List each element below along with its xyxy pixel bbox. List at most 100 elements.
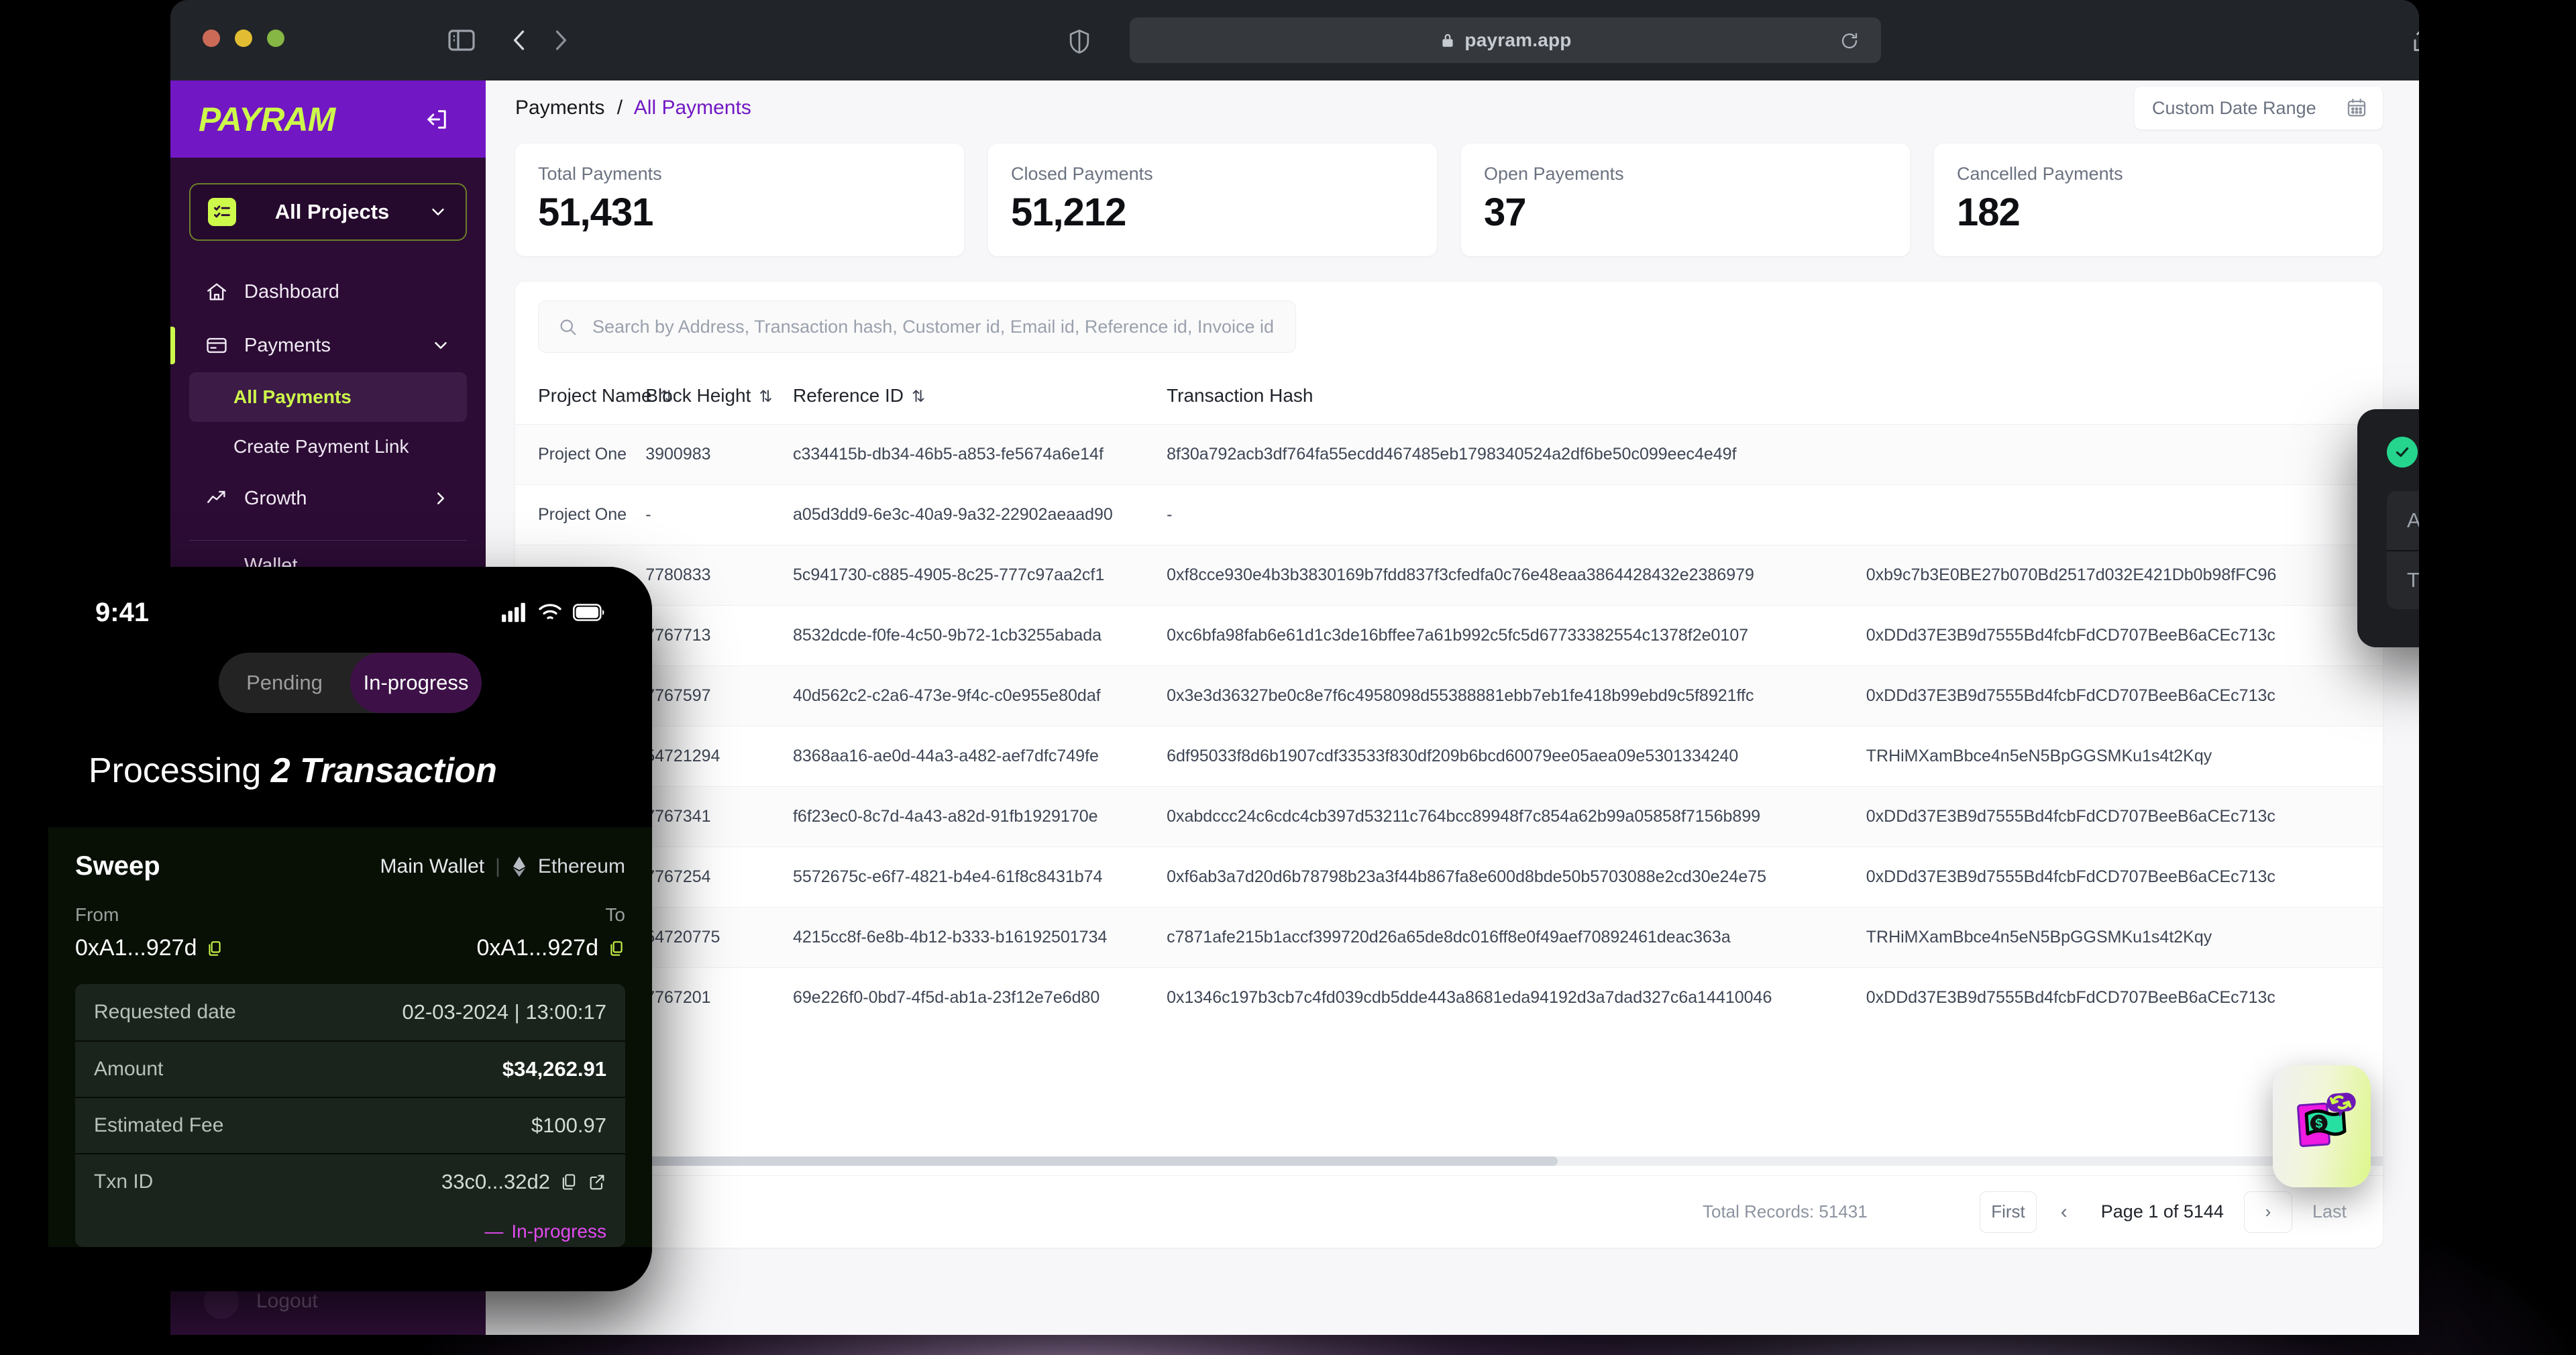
external-link-icon[interactable]: [588, 1173, 606, 1191]
maximize-window-button[interactable]: [267, 30, 284, 47]
cell-reference-id: 4215cc8f-6e8b-4b12-b333-b16192501734: [792, 907, 1167, 968]
table-row[interactable]: Project One 3900983 c334415b-db34-46b5-a…: [515, 424, 2383, 485]
table-row[interactable]: Project One - a05d3dd9-6e3c-40a9-9a32-22…: [515, 484, 2383, 545]
column-header-project-name[interactable]: Project Name ⇅: [515, 368, 674, 425]
collapse-panel-icon[interactable]: [423, 105, 451, 133]
cell-address: 0xb9c7b3E0BE27b070Bd2517d032E421Db0b98fF…: [1866, 545, 2383, 606]
cellular-icon: [502, 602, 527, 622]
svg-text:$: $: [2315, 1116, 2324, 1132]
shield-icon[interactable]: [1065, 25, 1094, 58]
next-page-button[interactable]: ›: [2243, 1191, 2292, 1233]
cell-transaction-hash: 0x3e3d36327be0c8e7f6c4958098d55388881ebb…: [1167, 665, 1866, 726]
reload-icon[interactable]: [1839, 31, 1860, 51]
minimize-window-button[interactable]: [235, 30, 252, 47]
table-head: Project Name ⇅ Block Height ⇅ Reference ID…: [515, 368, 2383, 425]
cell-project-name: Project One: [515, 484, 646, 545]
tab-pending[interactable]: Pending: [246, 671, 323, 694]
sidebar-item-all-payments[interactable]: All Payments: [189, 372, 467, 422]
phone-row-requested-date: Requested date 02-03-2024 | 13:00:17: [75, 984, 625, 1040]
sidebar-item-create-payment-link[interactable]: Create Payment Link: [189, 422, 467, 472]
table-body: Project One 3900983 c334415b-db34-46b5-a…: [515, 424, 2383, 1028]
phone-row-amount: Amount $34,262.91: [75, 1040, 625, 1097]
sort-icon[interactable]: ⇅: [911, 388, 926, 406]
scrollbar-thumb[interactable]: [538, 1156, 1558, 1166]
phone-status-icons: [502, 602, 605, 622]
cell-address: 0xDDd37E3B9d7555Bd4fcbFdCD707BeeB6aCEc71…: [1866, 665, 2383, 726]
cell-block-height: 54721294: [645, 726, 793, 787]
cell-transaction-hash: 0x1346c197b3cb7c4fd039cdb5dde443a8681eda…: [1167, 967, 1866, 1028]
phone-row-txn-id: Txn ID 33c0...32d2: [75, 1153, 625, 1209]
cell-block-height: 7767597: [645, 665, 793, 726]
cell-reference-id: 5572675c-e6f7-4821-b4e4-61f8c8431b74: [792, 847, 1167, 908]
sidebar-item-payments[interactable]: Payments: [170, 319, 467, 372]
horizontal-scrollbar[interactable]: [538, 1156, 2383, 1166]
table-row[interactable]: Project One 7767713 8532dcde-f0fe-4c50-9…: [515, 605, 2383, 666]
copy-icon[interactable]: [608, 940, 625, 957]
breadcrumb-root[interactable]: Payments: [515, 97, 605, 119]
column-header-transaction-hash[interactable]: Transaction Hash: [1167, 368, 1866, 425]
project-selector[interactable]: All Projects: [189, 183, 467, 241]
table-row[interactable]: Project One 54720775 4215cc8f-6e8b-4b12-…: [515, 907, 2383, 968]
tab-in-progress[interactable]: In-progress: [350, 653, 482, 713]
brand-bar: PAYRAM: [170, 80, 486, 158]
share-icon[interactable]: [2408, 24, 2419, 56]
window-controls[interactable]: [203, 30, 284, 47]
cell-block-height: 7767341: [645, 786, 793, 847]
cell-block-height: 54720775: [645, 907, 793, 968]
sidebar-item-dashboard[interactable]: Dashboard: [189, 265, 467, 319]
breadcrumb: Payments / All Payments: [515, 97, 751, 119]
date-range-picker[interactable]: Custom Date Range: [2135, 87, 2383, 129]
phone-row-value: 02-03-2024 | 13:00:17: [402, 1000, 606, 1024]
sidebar-divider: [189, 540, 467, 541]
stat-card-cancelled-payments: Cancelled Payments 182: [1934, 144, 2383, 256]
sweep-row-key: Txn ID: [2407, 568, 2419, 592]
back-icon[interactable]: [504, 24, 534, 56]
column-label: Project Name: [538, 385, 652, 406]
table-row[interactable]: Project One 7767341 f6f23ec0-8c7d-4a43-a…: [515, 786, 2383, 847]
table-row[interactable]: Project One 7767254 5572675c-e6f7-4821-b…: [515, 847, 2383, 908]
prev-page-icon[interactable]: ‹: [2060, 1200, 2068, 1223]
forward-icon[interactable]: [546, 24, 576, 56]
sweep-card-header: Sweep Main Wallet | Ethereum: [2387, 436, 2419, 468]
column-header-block-height[interactable]: Block Height ⇅: [645, 368, 793, 425]
search-input[interactable]: Search by Address, Transaction hash, Cus…: [538, 301, 1296, 353]
address-bar[interactable]: payram.app: [1130, 17, 1881, 63]
table-row[interactable]: Project One 7780833 5c941730-c885-4905-8…: [515, 545, 2383, 606]
table-row[interactable]: Project One 54721294 8368aa16-ae0d-44a3-…: [515, 726, 2383, 787]
table-footer: Records Total Records: 51431 First ‹ Pag…: [515, 1175, 2383, 1248]
sort-icon[interactable]: ⇅: [659, 388, 674, 406]
cell-address: 0xDDd37E3B9d7555Bd4fcbFdCD707BeeB6aCEc71…: [1866, 605, 2383, 666]
sidebar-item-growth[interactable]: Growth: [189, 472, 467, 525]
sidebar-subitem-label: All Payments: [233, 386, 352, 407]
sweep-row-txn-id: Txn ID 2xCB...bc89: [2387, 550, 2419, 609]
phone-heading-plain: Processing: [89, 751, 271, 790]
table-row[interactable]: Project One 7767597 40d562c2-c2a6-473e-9…: [515, 665, 2383, 726]
card-icon: [205, 334, 228, 357]
phone-sweep-title: Sweep: [75, 851, 160, 881]
check-circle-icon: [2387, 437, 2418, 468]
sort-icon[interactable]: ⇅: [759, 388, 773, 406]
stat-card-closed-payments: Closed Payments 51,212: [988, 144, 1437, 256]
copy-icon[interactable]: [559, 1173, 578, 1191]
table-row[interactable]: Project One 7767201 69e226f0-0bd7-4f5d-a…: [515, 967, 2383, 1028]
cell-block-height: 3900983: [645, 424, 793, 485]
first-page-button[interactable]: First: [1980, 1191, 2037, 1233]
cell-project-name: Project One: [515, 424, 646, 485]
phone-segmented-control[interactable]: Pending In-progress: [219, 653, 482, 713]
last-page-button[interactable]: Last: [2312, 1201, 2347, 1222]
stat-title: Total Payments: [538, 164, 662, 184]
breadcrumb-current: All Payments: [633, 97, 751, 119]
stat-cards: Total Payments 51,431 Closed Payments 51…: [486, 136, 2419, 256]
phone-heading-bold: 2 Transaction: [270, 751, 497, 790]
next-page-icon: ›: [2265, 1201, 2271, 1222]
breadcrumb-separator: /: [616, 97, 623, 119]
sidebar-toggle-icon[interactable]: [445, 24, 478, 56]
cell-reference-id: a05d3dd9-6e3c-40a9-9a32-22902aeaad90: [792, 484, 1167, 545]
close-window-button[interactable]: [203, 30, 220, 47]
column-header-reference-id[interactable]: Reference ID ⇅: [793, 368, 1167, 425]
copy-icon[interactable]: [206, 940, 223, 957]
cell-reference-id: 69e226f0-0bd7-4f5d-ab1a-23f12e7e6d80: [792, 967, 1167, 1028]
sidebar-item-label: Dashboard: [244, 280, 339, 303]
cell-block-height: 7780833: [645, 545, 793, 606]
